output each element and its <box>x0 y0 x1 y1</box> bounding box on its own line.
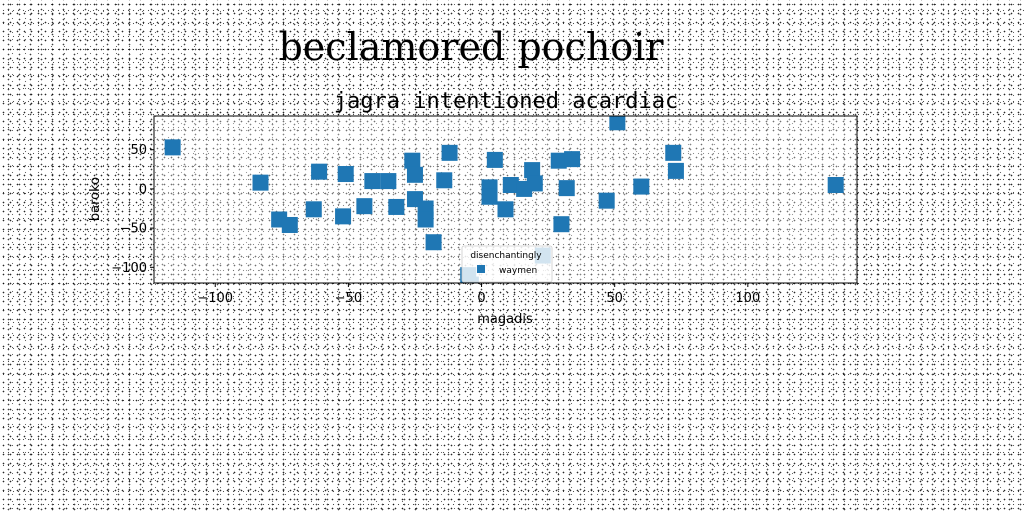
scatter-point <box>502 176 519 193</box>
scatter-point <box>337 166 354 183</box>
x-tick-label: 0 <box>477 291 485 306</box>
scatter-point <box>550 152 567 169</box>
scatter-point <box>335 208 352 225</box>
scatter-point <box>252 174 269 191</box>
scatter-point <box>406 166 423 183</box>
scatter-point <box>486 151 503 168</box>
legend: disenchantingly waymen <box>461 245 553 283</box>
x-tick-label: −50 <box>335 291 362 306</box>
x-tick-label: 100 <box>735 291 760 306</box>
scatter-point <box>441 144 458 161</box>
x-axis: −100 −50 0 50 100 <box>197 283 760 306</box>
y-axis-label: baroko <box>88 177 103 221</box>
y-tick-label: 50 <box>130 143 147 158</box>
scatter-point <box>305 201 322 218</box>
x-axis-label: magadis <box>477 312 533 327</box>
scatter-point <box>553 216 570 233</box>
scatter-point <box>665 144 682 161</box>
scatter-point <box>609 116 626 131</box>
figure-suptitle: beclamored pochoir <box>278 25 664 69</box>
scatter-point <box>436 172 453 189</box>
y-axis: −100 −50 0 50 <box>111 143 154 276</box>
scatter-point <box>364 173 381 190</box>
scatter-point <box>481 188 498 205</box>
scatter-point <box>380 173 397 190</box>
scatter-point <box>356 198 373 215</box>
legend-marker-waymen <box>477 265 485 273</box>
y-tick-label: −100 <box>111 261 147 276</box>
y-tick-label: 0 <box>139 182 147 197</box>
scatter-point <box>425 234 442 251</box>
x-tick-label: −100 <box>197 291 233 306</box>
scatter-point <box>526 175 543 192</box>
scatter-point <box>558 180 575 197</box>
chart-title: jagra intentioned acardiac <box>334 89 678 114</box>
scatter-point <box>497 201 514 218</box>
x-tick-label: 50 <box>606 291 623 306</box>
scatter-point <box>164 139 181 156</box>
scatter-point <box>667 162 684 179</box>
scatter-point <box>417 211 434 228</box>
scatter-point <box>598 192 615 209</box>
scatter-point <box>388 198 405 215</box>
scatter-point <box>827 176 844 193</box>
scatter-point <box>404 152 421 169</box>
scatter-point <box>524 162 541 179</box>
scatter-point <box>311 163 328 180</box>
y-tick-label: −50 <box>120 222 147 237</box>
scatter-point <box>281 216 298 233</box>
scatter-point <box>564 151 581 168</box>
legend-title: disenchantingly <box>470 251 542 261</box>
legend-label-waymen: waymen <box>499 266 537 276</box>
plot-frame <box>153 115 858 284</box>
marker-layer <box>164 116 844 283</box>
scatter-point <box>633 178 650 195</box>
